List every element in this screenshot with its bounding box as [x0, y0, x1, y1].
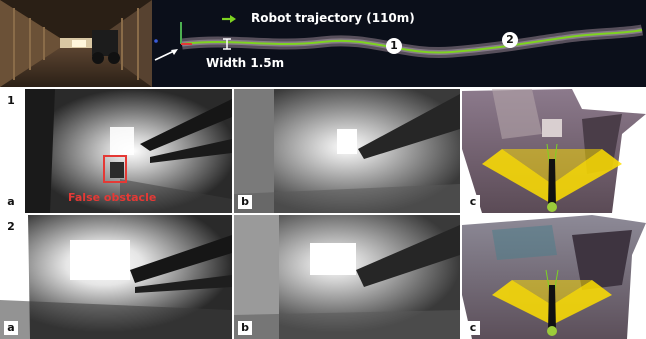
trajectory-map: Robot trajectory (110m) Width 1.5m 1 2 [152, 0, 646, 87]
row1-tag-c: c [466, 195, 480, 209]
row1-tag-a: a [4, 195, 18, 209]
robot-trajectory-line [181, 29, 643, 54]
trajectory-map-svg [154, 15, 644, 61]
width-label: Width 1.5m [206, 56, 285, 70]
false-obstacle-label: False obstacle [68, 191, 157, 204]
robot-position-1 [547, 202, 557, 212]
row2-3d-panel-c: c [462, 215, 646, 339]
row2-number-marker: 2 [3, 219, 19, 235]
start-marker [154, 39, 158, 43]
legend-arrow [222, 15, 236, 23]
start-arrow [154, 49, 178, 61]
row1-depth-panel-a: False obstacle 1 a [0, 89, 232, 213]
false-obstacle-box [103, 155, 127, 183]
waypoint-1-marker: 1 [386, 38, 402, 54]
row1-3d-panel-c: c [462, 89, 646, 213]
row2-tag-b: b [238, 321, 252, 335]
row1-tag-b: b [238, 195, 252, 209]
waypoint-2-marker: 2 [502, 32, 518, 48]
row2-tag-a: a [4, 321, 18, 335]
row1-depth-panel-b: b [234, 89, 460, 213]
row2-depth-panel-b: b [234, 215, 460, 339]
row2-tag-c: c [466, 321, 480, 335]
row2-depth-panel-a: 2 a [0, 215, 232, 339]
robot-position-2 [547, 326, 557, 336]
tunnel-photo [0, 0, 152, 87]
row1-number-marker: 1 [3, 93, 19, 109]
legend-label: Robot trajectory (110m) [251, 11, 415, 25]
